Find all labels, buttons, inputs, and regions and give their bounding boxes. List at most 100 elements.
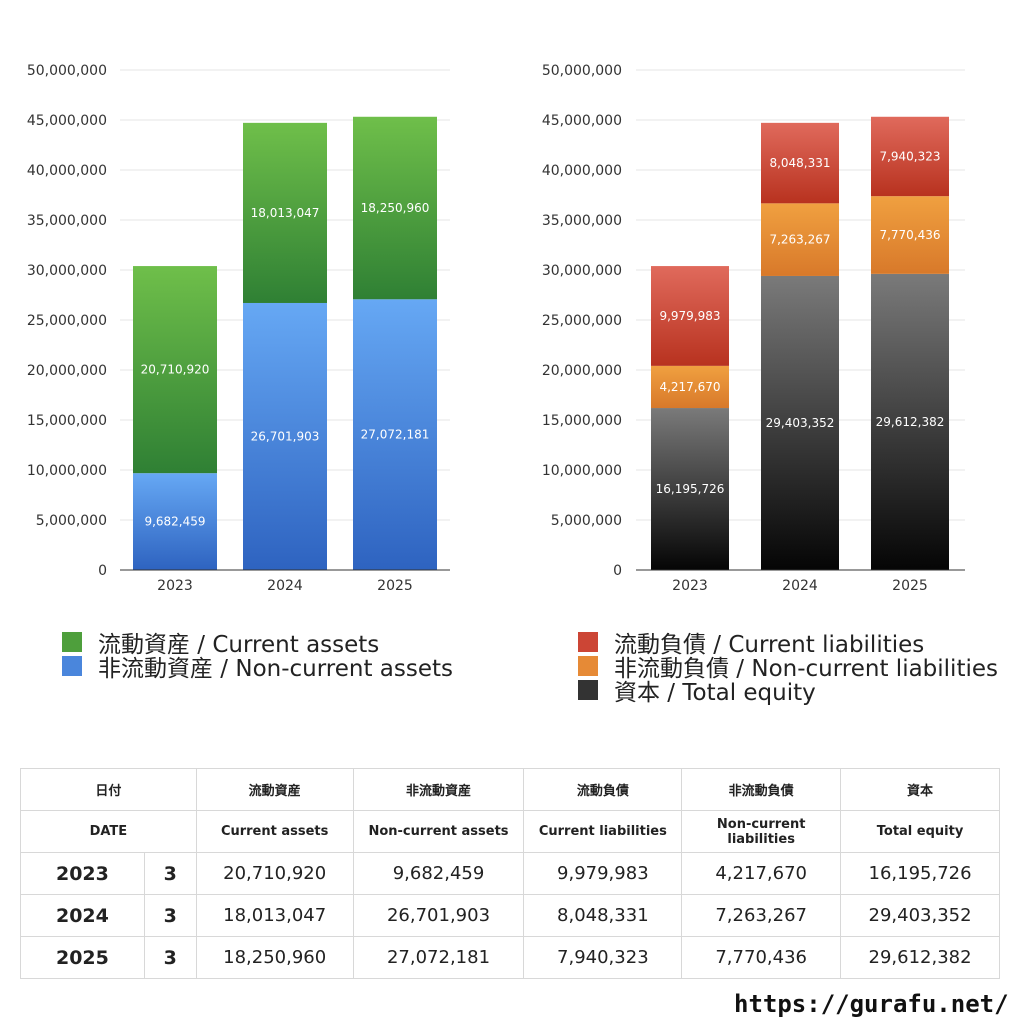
legend-swatch [578, 680, 598, 700]
header-cell: 非流動資産 [352, 768, 525, 811]
legend-item-current-assets: 流動資産 / Current assets [62, 630, 453, 658]
y-tick-label: 30,000,000 [27, 263, 107, 279]
y-tick-label: 10,000,000 [542, 463, 622, 479]
legend-swatch [62, 632, 82, 652]
y-tick-label: 0 [98, 563, 107, 579]
y-tick-label: 5,000,000 [551, 513, 622, 529]
header-cell: Total equity [840, 810, 1000, 853]
y-tick-label: 45,000,000 [542, 113, 622, 129]
value-cell: 18,250,960 [195, 936, 354, 979]
table-header-en: DATE Current assets Non-current assets C… [20, 810, 1000, 853]
bar-segment [761, 203, 839, 276]
x-tick-label: 2025 [377, 578, 413, 594]
bar-value-label: 29,612,382 [876, 415, 945, 429]
x-tick-label: 2023 [672, 578, 708, 594]
y-tick-label: 15,000,000 [27, 413, 107, 429]
bar-value-label: 7,770,436 [879, 228, 940, 242]
value-cell: 9,979,983 [523, 852, 683, 895]
legend-item-current-liabilities: 流動負債 / Current liabilities [578, 630, 998, 658]
bar-segment [871, 116, 949, 197]
value-cell: 4,217,670 [681, 852, 842, 895]
footer-url[interactable]: https://gurafu.net/ [734, 990, 1009, 1018]
y-tick-label: 35,000,000 [542, 213, 622, 229]
year-cell: 2025 [20, 936, 145, 979]
header-cell: 資本 [840, 768, 1000, 811]
y-tick-label: 40,000,000 [27, 163, 107, 179]
month-cell: 3 [143, 894, 197, 937]
bar-value-label: 16,195,726 [656, 482, 725, 496]
bar-value-label: 18,013,047 [251, 206, 320, 220]
x-tick-label: 2025 [892, 578, 928, 594]
bar-segment [761, 122, 839, 204]
value-cell: 29,612,382 [840, 936, 1000, 979]
bar-value-label: 27,072,181 [361, 428, 430, 442]
header-cell: 日付 [20, 768, 197, 811]
legend-item-total-equity: 資本 / Total equity [578, 678, 998, 706]
bar-value-label: 29,403,352 [766, 416, 835, 430]
assets-legend: 流動資産 / Current assets 非流動資産 / Non-curren… [62, 630, 453, 682]
bar-value-label: 9,979,983 [659, 309, 720, 323]
y-tick-label: 35,000,000 [27, 213, 107, 229]
legend-label: 流動資産 / Current assets [98, 632, 380, 658]
value-cell: 26,701,903 [352, 894, 525, 937]
table-row: 2023 3 20,710,920 9,682,459 9,979,983 4,… [20, 852, 1000, 895]
bar-value-label: 26,701,903 [251, 429, 320, 443]
value-cell: 7,770,436 [681, 936, 842, 979]
bar-segment [133, 266, 217, 474]
value-cell: 27,072,181 [352, 936, 525, 979]
y-tick-label: 15,000,000 [542, 413, 622, 429]
y-tick-label: 30,000,000 [542, 263, 622, 279]
value-cell: 7,940,323 [523, 936, 683, 979]
legend-label: 資本 / Total equity [614, 680, 816, 706]
header-cell: Non-current assets [352, 810, 525, 853]
bar-segment [133, 473, 217, 570]
bar-segment [871, 196, 949, 274]
month-cell: 3 [143, 936, 197, 979]
x-tick-label: 2024 [782, 578, 818, 594]
bar-segment [353, 299, 437, 570]
legend-swatch [62, 656, 82, 676]
year-cell: 2023 [20, 852, 145, 895]
bar-value-label: 7,940,323 [879, 149, 940, 163]
data-table: 日付 流動資産 非流動資産 流動負債 非流動負債 資本 DATE Current… [20, 768, 1000, 979]
bar-segment [353, 116, 437, 300]
y-tick-label: 25,000,000 [27, 313, 107, 329]
value-cell: 8,048,331 [523, 894, 683, 937]
bar-segment [651, 408, 729, 570]
y-tick-label: 0 [613, 563, 622, 579]
header-cell: Non-current liabilities [681, 810, 842, 853]
month-cell: 3 [143, 852, 197, 895]
header-cell: DATE [20, 810, 197, 853]
bar-value-label: 9,682,459 [144, 515, 205, 529]
bar-value-label: 4,217,670 [659, 380, 720, 394]
header-cell: Current assets [195, 810, 354, 853]
value-cell: 29,403,352 [840, 894, 1000, 937]
y-tick-label: 50,000,000 [27, 63, 107, 79]
liabilities-equity-chart: 0 5,000,000 10,000,000 15,000,000 20,000,000… [542, 63, 965, 594]
liabilities-legend: 流動負債 / Current liabilities 非流動負債 / Non-c… [578, 630, 998, 706]
header-cell: Current liabilities [523, 810, 683, 853]
legend-item-non-current-assets: 非流動資産 / Non-current assets [62, 654, 453, 682]
bar-value-label: 7,263,267 [769, 233, 830, 247]
bar-value-label: 18,250,960 [361, 201, 430, 215]
y-tick-label: 20,000,000 [542, 363, 622, 379]
y-tick-label: 10,000,000 [27, 463, 107, 479]
value-cell: 7,263,267 [681, 894, 842, 937]
assets-chart: 0 5,000,000 10,000,000 15,000,000 20,000,000… [27, 63, 450, 594]
x-tick-label: 2024 [267, 578, 303, 594]
y-tick-label: 40,000,000 [542, 163, 622, 179]
value-cell: 9,682,459 [352, 852, 525, 895]
legend-swatch [578, 656, 598, 676]
table-row: 2025 3 18,250,960 27,072,181 7,940,323 7… [20, 936, 1000, 979]
balance-sheet-charts: 0 5,000,000 10,000,000 15,000,000 20,000,000… [27, 63, 965, 594]
legend-item-non-current-liabilities: 非流動負債 / Non-current liabilities [578, 654, 998, 682]
y-tick-label: 5,000,000 [36, 513, 107, 529]
legend-label: 非流動負債 / Non-current liabilities [614, 656, 998, 682]
bar-segment [651, 266, 729, 366]
y-tick-label: 20,000,000 [27, 363, 107, 379]
bar-segment [651, 365, 729, 409]
legend-label: 非流動資産 / Non-current assets [98, 656, 454, 682]
header-cell: 流動資産 [195, 768, 354, 811]
y-tick-label: 50,000,000 [542, 63, 622, 79]
table-row: 2024 3 18,013,047 26,701,903 8,048,331 7… [20, 894, 1000, 937]
